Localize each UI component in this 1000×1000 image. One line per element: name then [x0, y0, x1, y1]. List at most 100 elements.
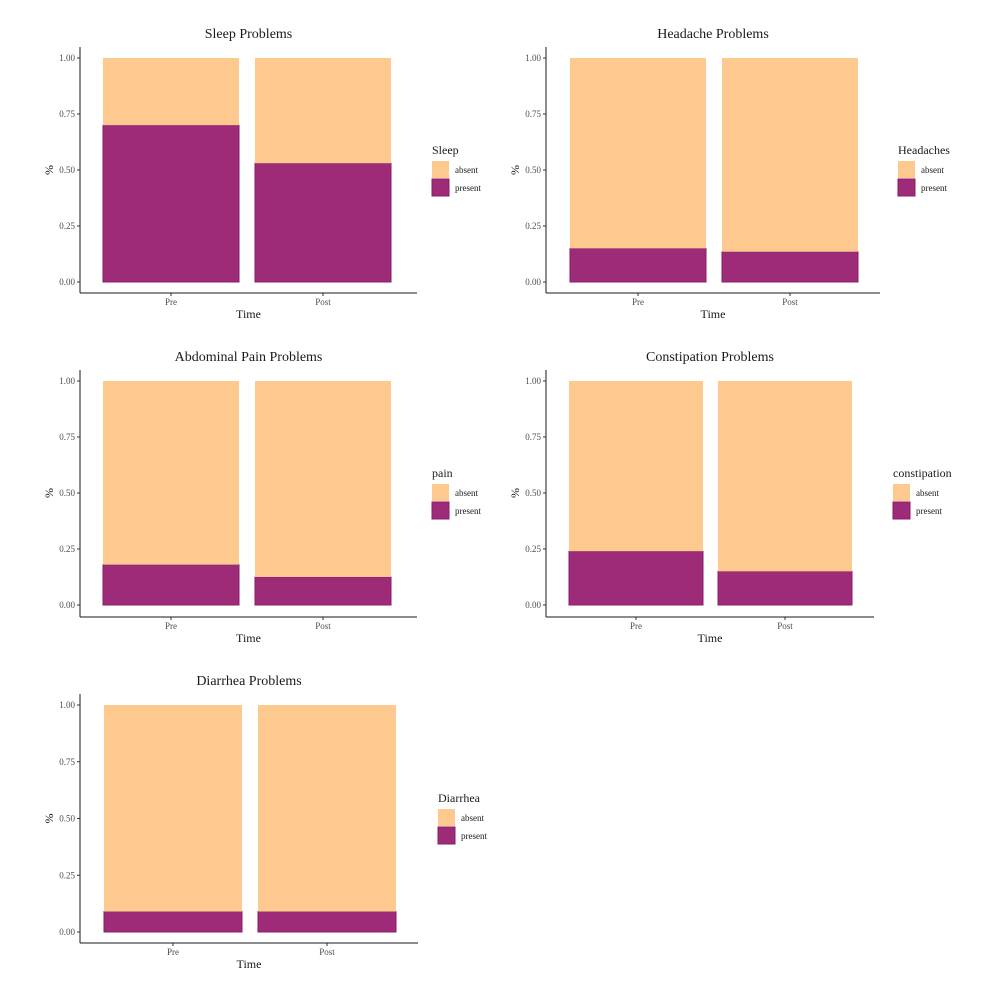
x-axis-title: Time: [698, 631, 723, 645]
chart-panel-3: Abdominal Pain Problems Pre Post 0.00 0.25 0.…: [42, 350, 481, 645]
legend-title: pain: [432, 466, 453, 480]
x-tick-label: Post: [315, 621, 331, 631]
x-tick-label: Pre: [632, 297, 644, 307]
y-axis-title: %: [508, 165, 522, 175]
bar-absent-pre: [103, 381, 239, 565]
bar-present-pre: [102, 124, 240, 283]
legend-label-absent: absent: [455, 488, 478, 498]
panel-title: Headache Problems: [657, 27, 769, 42]
y-tick-label: 0.50: [525, 165, 541, 175]
legend-key-present: [892, 501, 911, 520]
chart-panel-1: Sleep Problems Pre Post 0.00 0.25 0.50 0.75 1.0…: [42, 27, 481, 321]
y-tick-label: 0.50: [59, 165, 75, 175]
x-tick-label: Pre: [630, 621, 642, 631]
y-tick-label: 0.00: [59, 927, 75, 937]
y-tick-label: 0.00: [59, 600, 75, 610]
y-tick-label: 0.25: [525, 221, 541, 231]
legend-title: Sleep: [432, 143, 459, 157]
bar-present-pre: [569, 247, 707, 283]
bar-present-post: [717, 570, 853, 606]
legend-label-present: present: [921, 183, 947, 193]
x-tick-label: Post: [315, 297, 331, 307]
legend-label-present: present: [455, 183, 481, 193]
y-tick-label: 0.75: [59, 109, 75, 119]
bar-absent-post: [722, 58, 858, 252]
bar-absent-pre: [104, 705, 242, 912]
y-tick-label: 0.50: [525, 488, 541, 498]
bar-present-pre: [102, 564, 240, 606]
y-axis-title: %: [42, 165, 56, 175]
y-tick-label: 0.75: [59, 757, 75, 767]
x-axis-title: Time: [701, 307, 726, 321]
x-tick-label: Pre: [165, 621, 177, 631]
chart-panel-4: Constipation Problems Pre Post 0.00 0.25 0.50…: [508, 350, 952, 645]
legend-key-present: [897, 178, 916, 197]
legend: Diarrhea absent present: [437, 791, 487, 845]
bar-present-post: [254, 576, 392, 606]
legend: Headaches absent present: [897, 143, 950, 197]
legend-label-absent: absent: [916, 488, 939, 498]
legend-key-present: [437, 826, 456, 845]
bar-present-post: [257, 911, 397, 933]
bar-present-post: [721, 251, 859, 283]
y-tick-label: 0.75: [59, 432, 75, 442]
bar-absent-post: [255, 58, 391, 164]
y-tick-label: 0.00: [525, 600, 541, 610]
chart-panel-2: Headache Problems Pre Post 0.00 0.25 0.50 0.75…: [508, 27, 950, 321]
legend-label-absent: absent: [455, 165, 478, 175]
x-tick-label: Pre: [167, 947, 179, 957]
legend-key-present: [431, 178, 450, 197]
y-tick-label: 1.00: [525, 376, 541, 386]
bar-absent-pre: [103, 58, 239, 126]
x-tick-label: Post: [777, 621, 793, 631]
legend-key-present: [431, 501, 450, 520]
y-tick-label: 1.00: [59, 376, 75, 386]
x-tick-label: Post: [782, 297, 798, 307]
legend-key-absent: [432, 484, 449, 501]
bar-present-pre: [568, 550, 704, 606]
y-tick-label: 1.00: [59, 53, 75, 63]
legend-key-absent: [893, 484, 910, 501]
bar-absent-pre: [569, 381, 703, 552]
panel-title: Diarrhea Problems: [196, 674, 301, 689]
legend-label-present: present: [916, 506, 942, 516]
y-tick-label: 1.00: [59, 700, 75, 710]
x-tick-label: Post: [319, 947, 335, 957]
legend-key-absent: [898, 161, 915, 178]
y-tick-label: 0.25: [59, 870, 75, 880]
x-axis-title: Time: [236, 631, 261, 645]
bar-absent-post: [258, 705, 396, 912]
x-axis-title: Time: [236, 307, 261, 321]
y-tick-label: 1.00: [525, 53, 541, 63]
y-tick-label: 0.75: [525, 109, 541, 119]
legend-label-absent: absent: [461, 813, 484, 823]
bar-absent-post: [718, 381, 852, 572]
y-tick-label: 0.00: [59, 277, 75, 287]
y-tick-label: 0.25: [59, 221, 75, 231]
legend-title: Headaches: [898, 143, 950, 157]
bar-absent-post: [255, 381, 391, 577]
legend-label-present: present: [455, 506, 481, 516]
legend: constipation absent present: [892, 466, 952, 520]
y-tick-label: 0.75: [525, 432, 541, 442]
y-tick-label: 0.25: [59, 544, 75, 554]
panel-title: Constipation Problems: [646, 350, 774, 365]
bar-present-post: [254, 162, 392, 283]
y-tick-label: 0.25: [525, 544, 541, 554]
chart-panel-5: Diarrhea Problems Pre Post 0.00 0.25 0.50 0.75…: [42, 674, 487, 971]
bar-absent-pre: [570, 58, 706, 249]
y-axis-title: %: [42, 488, 56, 498]
y-axis-title: %: [508, 488, 522, 498]
panel-title: Abdominal Pain Problems: [175, 350, 323, 365]
y-tick-label: 0.50: [59, 814, 75, 824]
legend-title: Diarrhea: [438, 791, 481, 805]
legend-label-absent: absent: [921, 165, 944, 175]
x-axis-title: Time: [237, 957, 262, 971]
legend: Sleep absent present: [431, 143, 481, 197]
legend-title: constipation: [893, 466, 952, 480]
legend-key-absent: [432, 161, 449, 178]
x-tick-label: Pre: [165, 297, 177, 307]
legend-key-absent: [438, 809, 455, 826]
